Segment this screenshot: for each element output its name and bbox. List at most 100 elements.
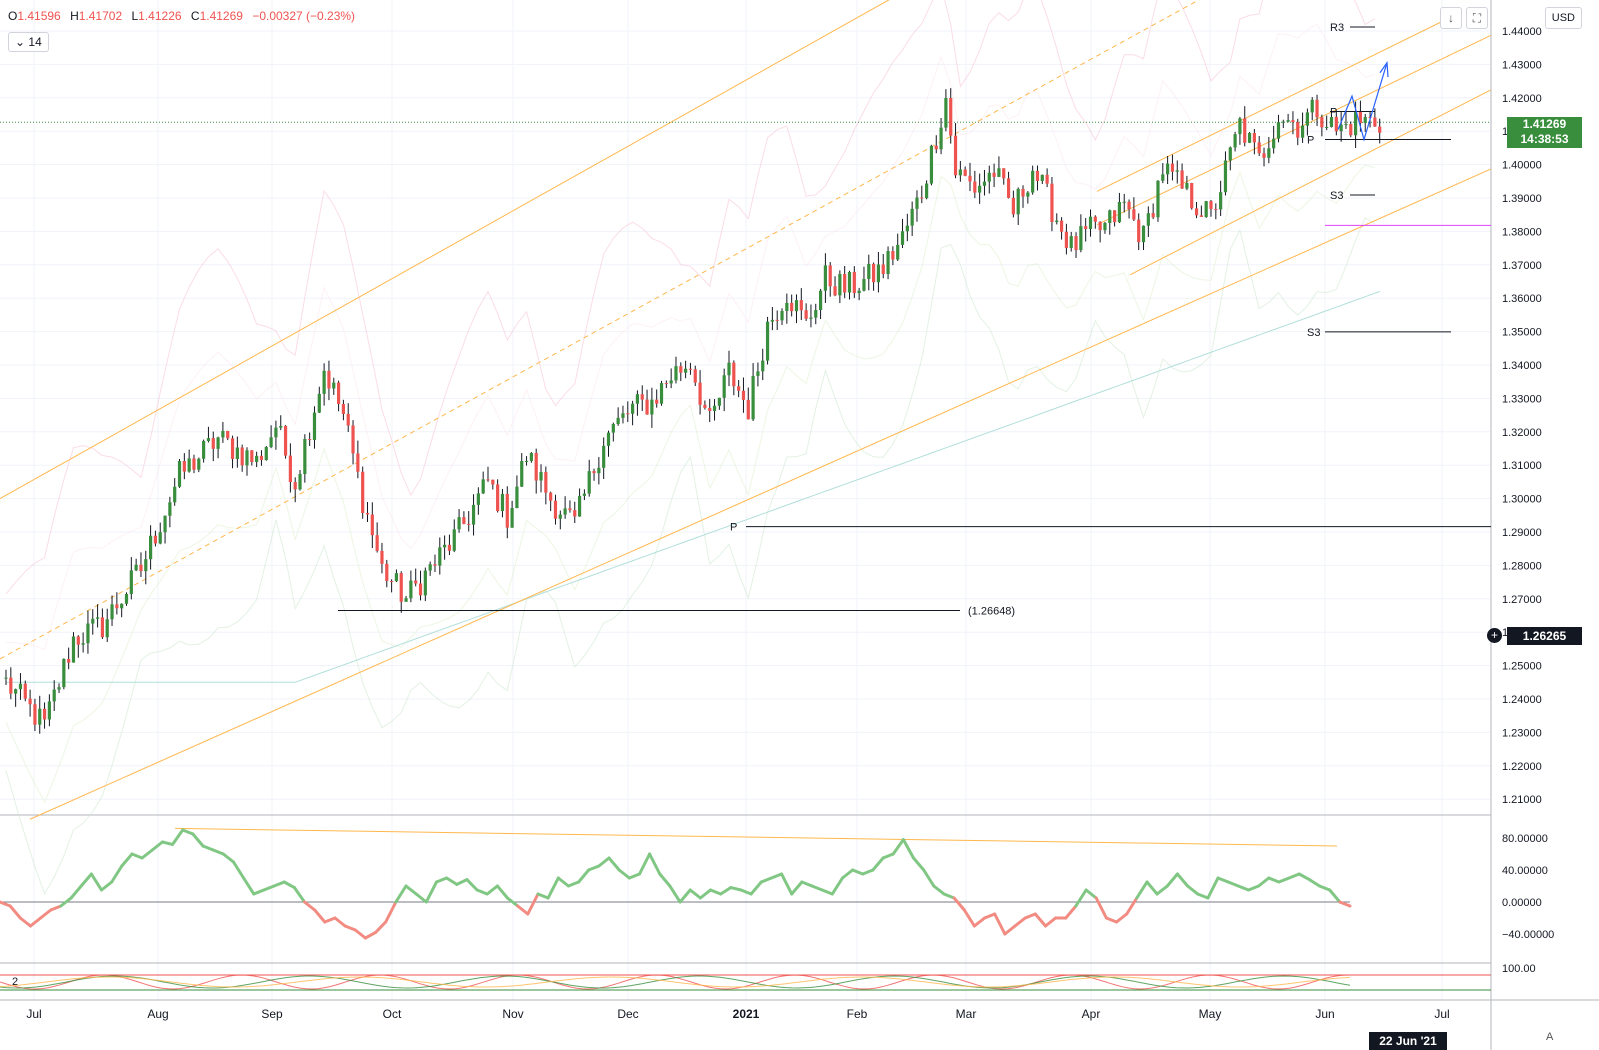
candle-body [144, 559, 148, 572]
oscillator-segment [749, 880, 763, 896]
oscillator2-line [0, 976, 1351, 988]
indicator-length: 14 [28, 35, 42, 49]
candle-body [283, 425, 288, 456]
oscillator-segment [587, 864, 601, 872]
candle-body [867, 263, 871, 280]
candle-body [1122, 201, 1126, 203]
candle-body [1050, 183, 1054, 223]
scroll-down-icon[interactable]: ↓ [1440, 7, 1462, 29]
oscillator-segment [972, 916, 987, 928]
price-tick-label: 1.25000 [1502, 661, 1542, 673]
candle-body [698, 382, 702, 405]
candle-body [606, 432, 611, 446]
oscillator-segment [1044, 916, 1058, 928]
oscillator-segment [648, 852, 662, 876]
candle-body [9, 677, 13, 694]
oscillator-segment [150, 840, 164, 852]
candle-body [708, 407, 712, 412]
oscillator-segment [495, 884, 509, 900]
indicator-settings-button[interactable]: ⌄ 14 [8, 32, 49, 52]
oscillator-segment [993, 912, 1007, 936]
oscillator-segment [303, 900, 317, 912]
price-tick-label: 1.33000 [1502, 393, 1542, 405]
candle-body [1334, 116, 1338, 132]
oscillator-tick-label: −40.00000 [1502, 929, 1554, 941]
upper-band [5, 0, 1376, 595]
oscillator-segment [282, 880, 296, 890]
candle-body [838, 274, 842, 296]
small-channel-upper-line [1096, 12, 1461, 192]
candle-body [1059, 220, 1064, 232]
auto-scale-button[interactable]: A [1546, 1031, 1554, 1043]
oscillator-segment [221, 852, 235, 864]
candle-body [597, 467, 601, 474]
candle-body [1199, 215, 1203, 217]
oscillator-segment [769, 872, 784, 880]
oscillator-segment [374, 920, 388, 934]
candle-body [57, 687, 61, 690]
candle-body [471, 504, 476, 525]
candle-body [173, 486, 177, 503]
oscillator-segment [932, 884, 946, 896]
oscillator-segment [1084, 888, 1098, 900]
candle-body [1175, 170, 1179, 172]
time-tick-label: Sep [261, 1007, 283, 1021]
candle-body [1204, 201, 1208, 217]
candle-body [255, 455, 259, 462]
oscillator-segment [1226, 880, 1240, 888]
candle-body [500, 493, 505, 512]
currency-button[interactable]: USD [1544, 7, 1582, 29]
oscillator-segment [384, 900, 398, 924]
candle-body [361, 471, 365, 514]
oscillator-segment [424, 880, 438, 904]
oscillator-pane: 80.00000 40.00000 0.00000 −40.00000 [0, 827, 1554, 941]
candle-body [756, 371, 760, 376]
high-key: H [70, 9, 79, 23]
oscillator-segment [729, 886, 743, 892]
oscillator-segment [1115, 912, 1129, 924]
candle-body [1098, 221, 1102, 231]
oscillator-segment [1206, 876, 1220, 900]
bar-countdown: 14:38:53 [1520, 132, 1569, 146]
candle-body [737, 386, 741, 391]
candle-body [794, 300, 799, 312]
candle-body [915, 197, 919, 209]
fullscreen-icon[interactable]: ⛶ [1466, 7, 1488, 29]
oscillator-segment [1145, 880, 1159, 896]
candle-body [390, 581, 394, 583]
candle-body [491, 479, 495, 485]
candle-body [843, 274, 847, 293]
candle-body [978, 185, 982, 193]
time-tick-label: Oct [383, 1007, 402, 1021]
oscillator-segment [272, 880, 286, 888]
oscillator-segment [536, 892, 550, 900]
add-icon[interactable]: + [1487, 628, 1502, 643]
candle-body [925, 183, 929, 199]
oscillator-segment [130, 852, 144, 860]
candle-body [279, 425, 283, 428]
candle-body [269, 437, 273, 448]
oscillator-segment [1338, 900, 1352, 908]
candle-body [900, 231, 905, 245]
oscillator-segment [790, 880, 804, 896]
oscillator2-line [0, 975, 1351, 989]
oscillator-segment [1175, 872, 1190, 888]
candle-body [1084, 226, 1088, 230]
candle-body [563, 508, 567, 515]
channel-upper-line [0, 0, 890, 500]
candle-body [177, 461, 182, 487]
candle-body [1040, 174, 1044, 181]
candle-body [346, 413, 350, 426]
candle-body [365, 513, 370, 515]
candle-body [1016, 188, 1020, 215]
candle-body [1329, 116, 1334, 127]
oscillator-segment [942, 892, 956, 900]
candle-body [823, 265, 827, 291]
forecast-arrowhead [1379, 60, 1389, 78]
candle-body [1291, 120, 1295, 123]
candle-body [997, 168, 1001, 177]
candle-body [370, 514, 374, 536]
time-tick-label: 2021 [733, 1007, 760, 1021]
pivot-level-label: P [1330, 106, 1337, 118]
